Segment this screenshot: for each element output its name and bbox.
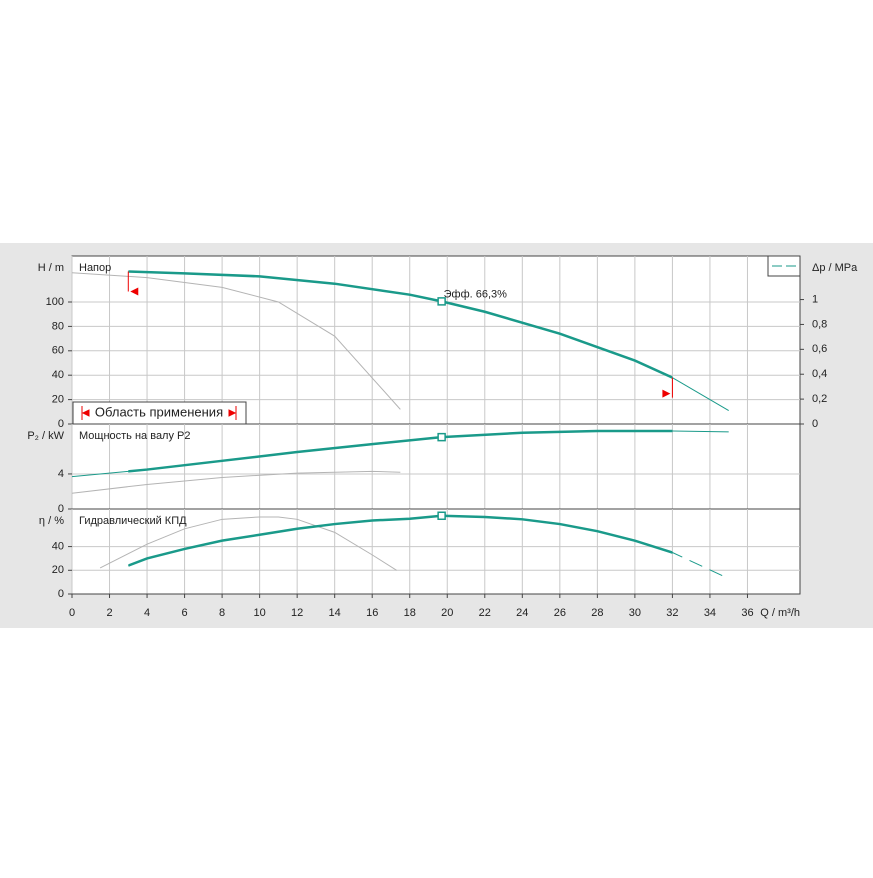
y2-tick-label: 1 [812, 293, 818, 305]
series-line [71, 470, 401, 494]
y-tick-label: 100 [46, 296, 64, 308]
range-legend-arrow [81, 406, 237, 420]
x-tick-label: 8 [219, 607, 225, 619]
x-tick-label: 36 [741, 607, 753, 619]
annotation: Эфф. 66,3% [444, 288, 508, 300]
x-tick-label: 0 [69, 607, 75, 619]
y2-tick-label: 0,2 [812, 393, 827, 405]
range-legend-box [72, 401, 247, 425]
series-line [99, 516, 397, 571]
y-tick-label: 40 [52, 369, 64, 381]
x-tick-label: 10 [254, 607, 266, 619]
y-axis-title: η / % [39, 515, 64, 527]
y-tick-label: 60 [52, 345, 64, 357]
y-tick-label: 40 [52, 540, 64, 552]
x-tick-label: 24 [516, 607, 528, 619]
y-tick-label: 0 [58, 503, 64, 515]
series-line [128, 514, 673, 567]
y-tick-label: 20 [52, 564, 64, 576]
panel-label: Напор [79, 262, 111, 274]
y-tick-label: 0 [58, 418, 64, 430]
y2-tick-label: 0 [812, 418, 818, 430]
y2-tick-label: 0,4 [812, 368, 827, 380]
y2-axis-title: Δp / MPa [812, 262, 858, 274]
x-tick-label: 16 [366, 607, 378, 619]
duty-point [437, 432, 446, 442]
range-marker [662, 389, 671, 398]
x-tick-label: 20 [441, 607, 453, 619]
x-axis-title: Q / m³/h [760, 607, 800, 619]
x-tick-label: 6 [182, 607, 188, 619]
x-tick-label: 28 [591, 607, 603, 619]
x-tick-label: 2 [106, 607, 112, 619]
x-tick-label: 14 [329, 607, 341, 619]
duty-point [437, 297, 446, 306]
x-tick-label: 30 [629, 607, 641, 619]
y-tick-label: 80 [52, 320, 64, 332]
plot-area [71, 255, 801, 595]
x-tick-label: 26 [554, 607, 566, 619]
x-tick-label: 4 [144, 607, 150, 619]
x-tick-label: 22 [479, 607, 491, 619]
x-tick-label: 34 [704, 607, 716, 619]
series-line [128, 429, 673, 473]
y-tick-label: 20 [52, 394, 64, 406]
x-tick-label: 18 [404, 607, 416, 619]
range-legend-label: Область применения [95, 404, 223, 419]
y2-tick-label: 0,6 [812, 343, 827, 355]
y2-tick-label: 0,8 [812, 318, 827, 330]
legend-box [767, 255, 801, 277]
x-tick-label: 12 [291, 607, 303, 619]
series-line [71, 272, 401, 410]
y-axis-title: H / m [38, 262, 64, 274]
panel-label: Гидравлический КПД [79, 515, 187, 527]
y-tick-label: 4 [58, 468, 64, 480]
y-tick-label: 0 [58, 588, 64, 600]
panel-label: Мощность на валу P2 [79, 430, 191, 442]
duty-point [437, 511, 446, 521]
range-marker [130, 287, 139, 296]
x-tick-label: 32 [666, 607, 678, 619]
y-axis-title: P₂ / kW [27, 430, 64, 442]
